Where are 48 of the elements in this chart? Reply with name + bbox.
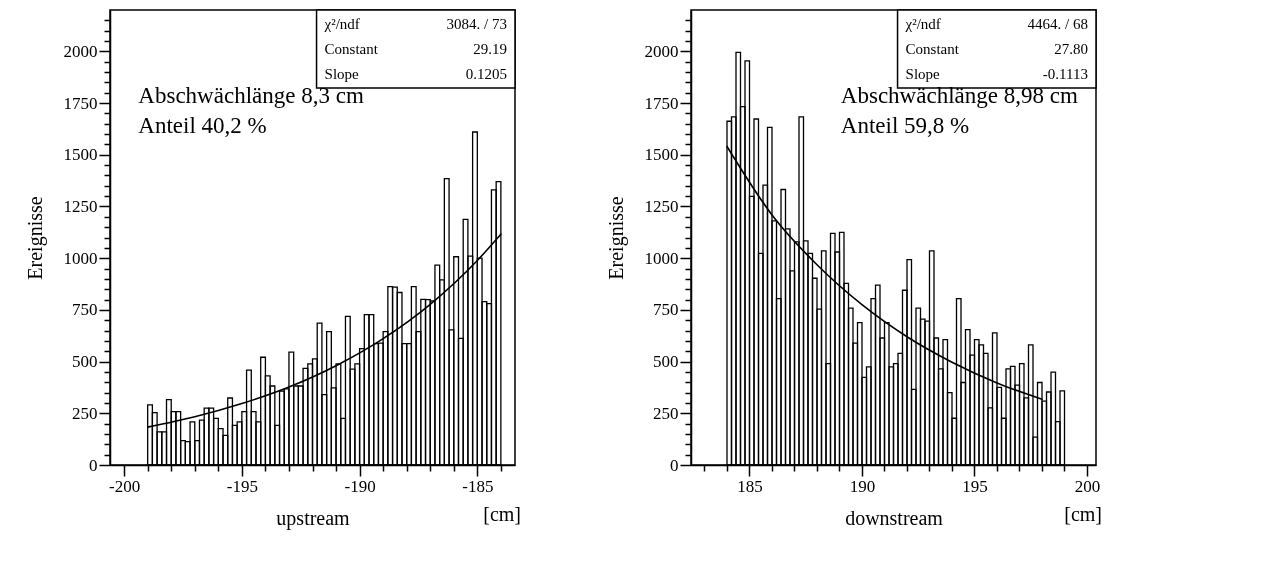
y-tick-label: 0 [89, 455, 98, 475]
annotation: 29.19 [473, 41, 507, 57]
annotation: Abschwächlänge 8,98 cm [840, 83, 1078, 109]
annotation: Constant [324, 41, 379, 57]
text: [cm] [1064, 503, 1102, 525]
x-tick-label: -185 [462, 476, 494, 496]
y-tick-label: 250 [653, 403, 679, 423]
x-tick-label: 185 [737, 476, 763, 496]
x-tick-label: 195 [962, 476, 988, 496]
y-tick-label: 1250 [644, 196, 679, 216]
annotation: 0.1205 [465, 66, 507, 82]
annotation: Anteil 59,8 % [840, 113, 970, 139]
y-tick-label: 1750 [644, 93, 679, 113]
y-axis-title: Ereignisse [23, 196, 47, 280]
annotation: 3084. / 73 [446, 16, 507, 32]
x-tick-label: -200 [109, 476, 141, 496]
y-tick-label: 1500 [644, 145, 679, 165]
annotation: -0.1113 [1042, 66, 1088, 82]
y-tick-label: 250 [72, 403, 98, 423]
annotation: χ²/ndf [904, 16, 941, 32]
x-tick-label: 200 [1074, 476, 1101, 496]
annotation: Anteil 40,2 % [138, 113, 267, 139]
text: [cm] [483, 503, 521, 525]
y-tick-label: 1500 [63, 145, 98, 165]
annotation: Constant [905, 41, 960, 57]
annotation: χ²/ndf [323, 16, 360, 32]
y-tick-label: 2000 [63, 41, 98, 61]
y-tick-label: 500 [72, 352, 98, 372]
y-tick-label: 750 [653, 300, 679, 320]
y-tick-label: 1000 [644, 248, 679, 268]
annotation: 4464. / 68 [1027, 16, 1088, 32]
y-tick-label: 750 [72, 300, 98, 320]
y-axis-title: Ereignisse [604, 196, 628, 280]
annotation: Abschwächlänge 8,3 cm [138, 83, 364, 109]
x-tick-label: -195 [226, 476, 258, 496]
x-tick-label: 190 [849, 476, 876, 496]
y-tick-label: 0 [670, 455, 679, 475]
x-tick-label: -190 [344, 476, 376, 496]
y-tick-label: 1000 [63, 248, 98, 268]
x-axis-title: upstream [276, 506, 351, 530]
y-tick-label: 1750 [63, 93, 98, 113]
y-tick-label: 500 [653, 352, 679, 372]
y-tick-label: 2000 [644, 41, 679, 61]
annotation: Slope [324, 66, 360, 82]
x-axis-title: downstream [845, 506, 944, 529]
annotation: 27.80 [1054, 41, 1088, 57]
annotation: Slope [905, 66, 941, 82]
y-tick-label: 1250 [63, 196, 98, 216]
